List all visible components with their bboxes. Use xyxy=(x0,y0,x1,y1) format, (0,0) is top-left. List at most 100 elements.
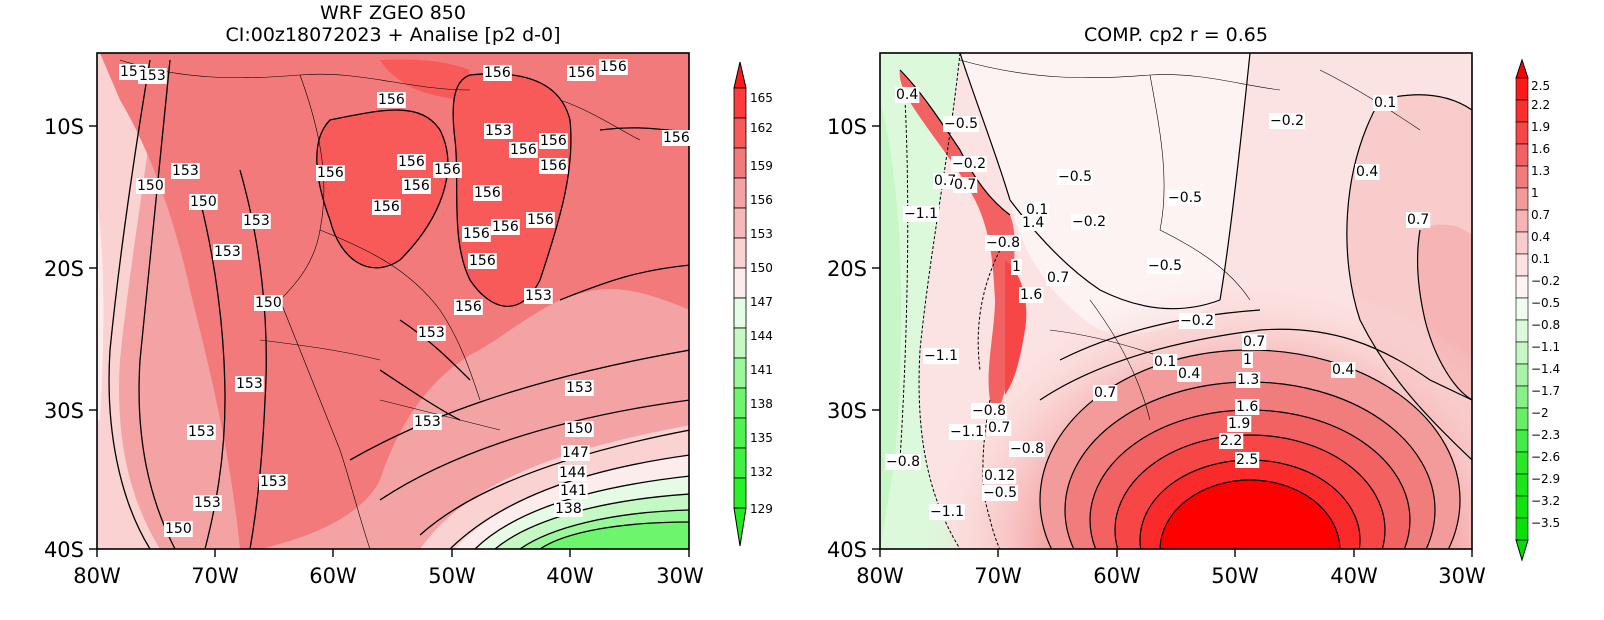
right-label: 0.4 xyxy=(896,87,918,103)
label-background xyxy=(951,156,987,172)
right-cb-label: 0.4 xyxy=(1531,230,1550,244)
right-colorbar xyxy=(1515,58,1529,562)
right-cb-label: −3.2 xyxy=(1531,494,1560,508)
right-cb-label: −1.7 xyxy=(1531,384,1560,398)
right-label: 0.7 xyxy=(1047,270,1069,286)
right-label: −0.2 xyxy=(1072,214,1106,230)
left-cb-label: 138 xyxy=(750,397,773,411)
right-label: 0.1 xyxy=(1374,95,1396,111)
right-label: 0.7 xyxy=(954,177,976,193)
left-cb-label: 165 xyxy=(750,91,773,105)
right-cb-label: −2 xyxy=(1531,406,1549,420)
right-label: 1.6 xyxy=(1020,287,1042,303)
label-background xyxy=(983,468,1017,484)
label-background xyxy=(953,177,978,193)
left-cb-label: 150 xyxy=(750,261,773,275)
right-cb-label: 0.1 xyxy=(1531,252,1550,266)
label-background xyxy=(539,158,568,174)
label-background xyxy=(895,87,920,103)
label-background xyxy=(1021,215,1046,231)
right-label: 2.5 xyxy=(1236,452,1258,468)
left-lon-tick: 40W xyxy=(546,564,594,588)
label-background xyxy=(929,504,965,520)
label-background xyxy=(484,123,513,139)
left-cb-label: 144 xyxy=(750,329,773,343)
left-label: 150 xyxy=(255,295,282,311)
left-colorbar xyxy=(733,61,747,547)
right-cb-label: 0.7 xyxy=(1531,208,1550,222)
right-label: 0.7 xyxy=(934,173,956,189)
left-lon-tick: 80W xyxy=(73,564,121,588)
left-label: 156 xyxy=(434,162,461,178)
label-background xyxy=(136,178,165,194)
label-background xyxy=(565,380,594,396)
left-cb-label: 162 xyxy=(750,121,773,135)
right-cb-label: −1.4 xyxy=(1531,362,1560,376)
left-label: 156 xyxy=(492,219,519,235)
label-background xyxy=(254,295,283,311)
label-background xyxy=(1093,385,1118,401)
label-background xyxy=(417,325,446,341)
right-lon-tick: 70W xyxy=(974,564,1022,588)
label-background xyxy=(885,454,921,470)
right-label: −1.1 xyxy=(904,206,938,222)
label-background xyxy=(1046,270,1071,286)
left-label: 150 xyxy=(137,178,164,194)
label-background xyxy=(397,154,426,170)
left-label: 156 xyxy=(600,59,627,75)
right-lon-tick: 80W xyxy=(856,564,904,588)
right-cb-label: −2.3 xyxy=(1531,428,1560,442)
label-background xyxy=(1227,416,1252,432)
label-background xyxy=(242,213,271,229)
label-background xyxy=(559,483,588,499)
right-label: 0.7 xyxy=(988,420,1010,436)
label-background xyxy=(413,414,442,430)
right-cb-label: −3.5 xyxy=(1531,516,1560,530)
label-background xyxy=(1269,113,1305,129)
label-background xyxy=(164,521,193,537)
label-background xyxy=(187,424,216,440)
right-label: −0.5 xyxy=(1148,258,1182,274)
label-background xyxy=(567,65,596,81)
left-label: 153 xyxy=(525,288,552,304)
label-background xyxy=(526,212,555,228)
left-title-line2: CI:00z18072023 + Analise [p2 d-0] xyxy=(225,24,560,46)
label-background xyxy=(1177,366,1202,382)
label-background xyxy=(971,403,1007,419)
left-label: 156 xyxy=(373,199,400,215)
left-label: 156 xyxy=(469,253,496,269)
label-background xyxy=(483,65,512,81)
right-cb-label: 2.5 xyxy=(1531,79,1550,93)
left-cb-label: 132 xyxy=(750,465,773,479)
right-label: 0.7 xyxy=(1094,385,1116,401)
right-label: −0.8 xyxy=(1010,441,1044,457)
label-background xyxy=(1167,190,1203,206)
right-cb-label: −1.1 xyxy=(1531,340,1560,354)
left-label: 156 xyxy=(403,178,430,194)
label-background xyxy=(558,465,587,481)
label-background xyxy=(1057,169,1093,185)
right-label: 0.4 xyxy=(1332,362,1354,378)
label-background xyxy=(524,288,553,304)
label-background xyxy=(565,421,594,437)
label-background xyxy=(561,445,590,461)
left-label: 156 xyxy=(378,92,405,108)
right-lat-tick: 10S xyxy=(827,115,867,139)
label-background xyxy=(189,194,218,210)
label-background xyxy=(138,68,167,84)
label-background xyxy=(949,424,985,440)
right-title: COMP. cp2 r = 0.65 xyxy=(1084,24,1268,46)
left-lon-tick: 50W xyxy=(428,564,476,588)
label-background xyxy=(1236,372,1261,388)
right-lon-tick: 40W xyxy=(1330,564,1378,588)
left-label: 153 xyxy=(566,380,593,396)
right-label: 1 xyxy=(1243,352,1252,368)
left-label: 141 xyxy=(560,483,587,499)
left-label: 150 xyxy=(190,194,217,210)
right-label: −0.8 xyxy=(986,235,1020,251)
right-label: −1.1 xyxy=(924,348,958,364)
left-label: 153 xyxy=(188,424,215,440)
label-background xyxy=(1331,362,1356,378)
right-label: 0.1 xyxy=(1026,202,1048,218)
left-label: 147 xyxy=(562,445,589,461)
